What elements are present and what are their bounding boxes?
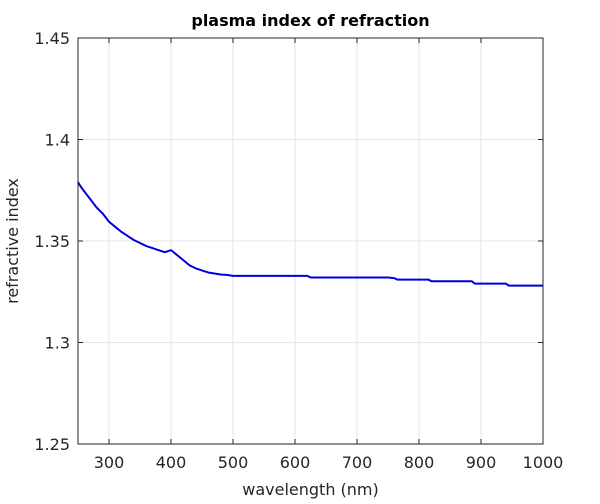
- x-tick-label: 900: [466, 453, 497, 472]
- y-tick-label: 1.35: [34, 232, 70, 251]
- chart-title: plasma index of refraction: [191, 11, 429, 30]
- y-tick-label: 1.3: [45, 334, 70, 353]
- y-tick-label: 1.4: [45, 131, 70, 150]
- x-tick-label: 600: [280, 453, 311, 472]
- x-axis-label: wavelength (nm): [242, 480, 379, 499]
- x-tick-label: 300: [94, 453, 125, 472]
- line-layer: [77, 181, 543, 287]
- x-tick-label: 500: [218, 453, 249, 472]
- x-tick-label: 700: [342, 453, 373, 472]
- tick-layer: 300 400 500 600 700 800 900 1000 1.25 1.3 1.35 1.4 1…: [34, 29, 563, 472]
- y-axis-label: refractive index: [3, 178, 22, 304]
- x-tick-label: 800: [404, 453, 435, 472]
- y-tick-label: 1.25: [34, 435, 70, 454]
- x-tick-label: 400: [156, 453, 187, 472]
- x-tick-label: 1000: [523, 453, 564, 472]
- y-tick-label: 1.45: [34, 29, 70, 48]
- series-line: [77, 181, 543, 287]
